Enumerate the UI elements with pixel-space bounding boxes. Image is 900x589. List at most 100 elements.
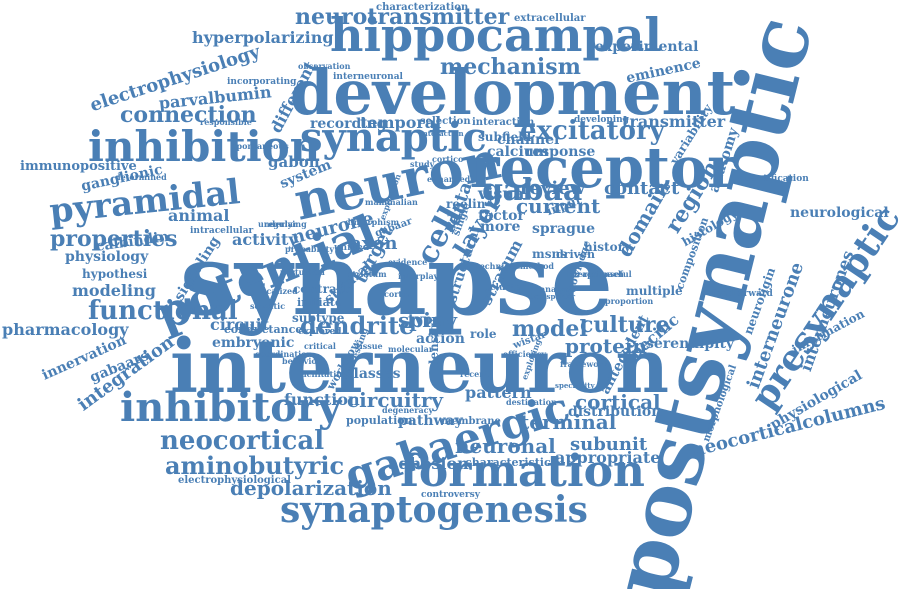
- word-cortical: cortical: [575, 390, 661, 414]
- word-framework: framework: [560, 359, 609, 369]
- word-method: method: [520, 261, 554, 271]
- word-synaptic: synaptic: [300, 114, 487, 161]
- word-sprague: sprague: [532, 221, 595, 237]
- word-gabaa: gabaa: [482, 173, 583, 208]
- word-current: current: [516, 194, 601, 218]
- word-cortex: cortex: [384, 289, 412, 299]
- word-specificity: specificity: [555, 381, 595, 390]
- word-facilitating: facilitating: [298, 369, 348, 379]
- word-characteristic: characteristic: [465, 456, 551, 469]
- word-interaction: interaction: [420, 129, 464, 138]
- word-subunit: subunit: [570, 434, 648, 455]
- word-conductance: conductance: [224, 323, 303, 336]
- word-regular: regular: [264, 219, 298, 229]
- word-interneuronal: interneuronal: [333, 72, 403, 82]
- word-temporal: temporal: [360, 113, 442, 132]
- word-tissue: tissue: [356, 341, 383, 351]
- word-observation: observation: [298, 61, 351, 71]
- word-analysis: analysis: [540, 284, 576, 294]
- word-population: population: [346, 414, 413, 427]
- word-membrane: membrane: [441, 416, 501, 427]
- word-contact: contact: [604, 178, 680, 199]
- word-history: history: [584, 240, 631, 254]
- word-neuronal: neuronal: [455, 434, 556, 458]
- word-physiology: physiology: [65, 249, 149, 265]
- word-determined: determined: [115, 172, 167, 182]
- word-characterization: characterization: [376, 2, 469, 13]
- word-culture: culture: [580, 312, 670, 338]
- word-receptor: receptor: [470, 135, 737, 201]
- word-degeneracy: degeneracy: [382, 405, 434, 415]
- word-appropriate: appropriate: [555, 448, 661, 467]
- word-serendipity: serendipity: [646, 336, 735, 352]
- word-reelin: reelin: [446, 197, 486, 211]
- word-critical: critical: [304, 341, 336, 351]
- word-calcium: calcium: [487, 144, 549, 160]
- word-properties: properties: [50, 226, 178, 252]
- word-inhibitory: inhibitory: [120, 384, 342, 431]
- word-hippocampal: hippocampal: [330, 8, 662, 62]
- word-review: review: [520, 178, 586, 199]
- word-spontaneous: spontaneous: [232, 141, 289, 151]
- word-modeling: modeling: [72, 281, 156, 300]
- word-dimorphism: dimorphism: [345, 217, 400, 227]
- word-interest: interest: [565, 269, 601, 279]
- word-distribution: distribution: [568, 404, 662, 420]
- word-technique: technique: [476, 261, 521, 271]
- word-activity: activity: [232, 230, 298, 249]
- word-cluster: cluster: [490, 283, 526, 293]
- word-role: role: [470, 327, 497, 341]
- word-approach: approach: [582, 269, 624, 279]
- word-classes: classes: [345, 366, 401, 382]
- word-probability: probability: [285, 244, 334, 254]
- word-destination: destination: [506, 397, 557, 407]
- word-perturbed: perturbed: [280, 267, 325, 277]
- word-transmitter: transmitter: [622, 112, 726, 131]
- word-subtype: subtype: [292, 311, 345, 325]
- word-action: action: [416, 331, 465, 347]
- word-spiny: spiny: [398, 308, 458, 332]
- word-neurotransmitter: neurotransmitter: [295, 4, 510, 30]
- word-circuitry: circuitry: [347, 388, 444, 412]
- word-interplay: interplay: [398, 271, 439, 281]
- word-explored: explored: [298, 327, 342, 337]
- word-selection: selection: [420, 116, 471, 127]
- word-visual: visual: [478, 184, 531, 203]
- word-animal: animal: [168, 206, 230, 225]
- word-quantification: quantification: [738, 174, 809, 184]
- word-intracellular: intracellular: [190, 226, 254, 236]
- word-terminal: terminal: [520, 410, 617, 434]
- word-underlying: underlying: [258, 219, 307, 229]
- word-functional: functional: [88, 296, 238, 326]
- word-pathway: pathway: [398, 413, 463, 429]
- word-behavior: behavior: [282, 356, 321, 366]
- word-adhesion: adhesion: [388, 454, 469, 473]
- word-pharmacology: pharmacology: [2, 320, 129, 339]
- word-embryonic: embryonic: [212, 335, 295, 351]
- word-interaction: interaction: [472, 117, 535, 128]
- word-synaptogenesis: synaptogenesis: [280, 489, 588, 531]
- word-multiple: multiple: [626, 284, 683, 298]
- word-molecular: molecular: [388, 344, 434, 354]
- word-hyperpolarizing: hyperpolarizing: [192, 28, 334, 47]
- word-transporter: transporter: [530, 292, 576, 301]
- word-extracellular: extracellular: [514, 13, 586, 24]
- word-formation: formation: [400, 446, 645, 497]
- word-neocortical: neocortical: [160, 426, 325, 456]
- word-aminobutyric: aminobutyric: [165, 451, 345, 480]
- word-axon: axon: [350, 233, 398, 254]
- word-depolarization: depolarization: [230, 476, 392, 500]
- word-more: more: [480, 219, 521, 235]
- word-evidence: evidence: [388, 257, 428, 267]
- word-proportion: proportion: [605, 296, 654, 306]
- word-study: study: [410, 159, 435, 169]
- word-immunopositive: immunopositive: [20, 159, 137, 174]
- word-efficiency: efficiency: [503, 349, 547, 359]
- word-interneuron: interneuron: [170, 324, 669, 410]
- word-feedforward: feedforward: [712, 289, 773, 299]
- word-development: development: [290, 56, 736, 129]
- word-initiate: initiate: [297, 296, 342, 309]
- word-type: type: [408, 312, 442, 328]
- word-factor: factor: [478, 208, 525, 224]
- word-somatic: somatic: [250, 301, 286, 311]
